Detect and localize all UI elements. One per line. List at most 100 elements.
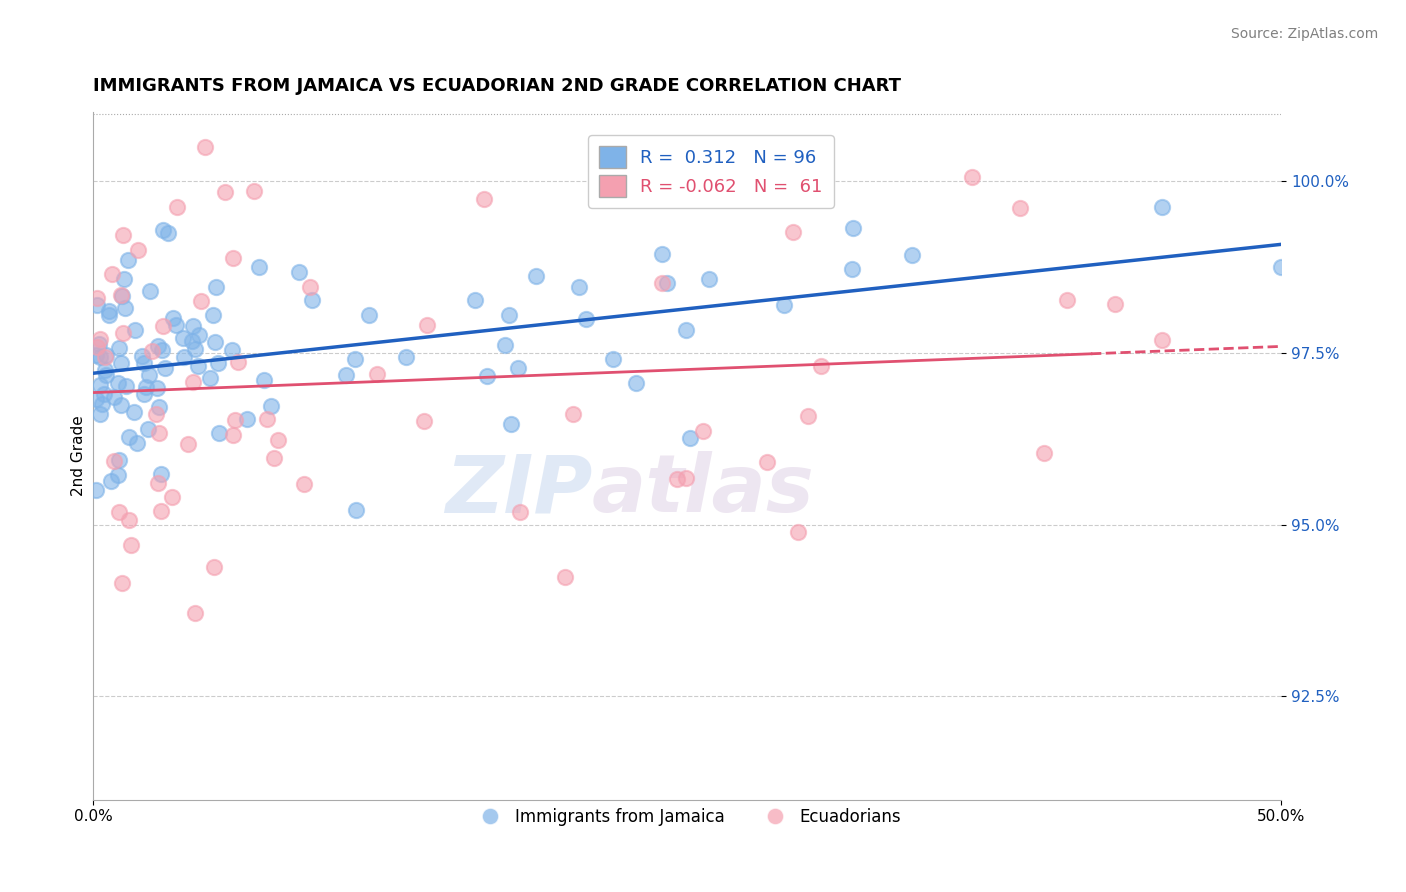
Point (145, 407, 167, 421)
Point (1056, 293, 1078, 307)
Y-axis label: 2nd Grade: 2nd Grade (72, 416, 86, 496)
Point (344, 503, 367, 517)
Point (183, 319, 205, 334)
Point (111, 289, 134, 303)
Point (187, 359, 209, 373)
Point (208, 425, 231, 440)
Point (134, 356, 156, 370)
Point (114, 301, 136, 315)
Point (100, 474, 122, 488)
Point (90, 397, 112, 411)
Point (247, 260, 270, 275)
Point (228, 355, 250, 369)
Point (120, 538, 142, 552)
Point (292, 477, 315, 491)
Point (117, 513, 139, 527)
Point (177, 437, 200, 451)
Point (117, 253, 139, 268)
Point (145, 381, 167, 395)
Point (173, 351, 195, 365)
Point (89, 332, 111, 346)
Point (108, 341, 131, 355)
Legend: Immigrants from Jamaica, Ecuadorians: Immigrants from Jamaica, Ecuadorians (467, 801, 908, 832)
Point (243, 185, 266, 199)
Point (141, 344, 163, 359)
Point (148, 426, 170, 441)
Point (201, 309, 224, 323)
Point (124, 323, 146, 337)
Point (288, 265, 311, 279)
Point (172, 331, 194, 345)
Point (499, 417, 522, 431)
Point (679, 431, 702, 445)
Point (343, 352, 366, 367)
Point (110, 399, 132, 413)
Point (149, 467, 172, 481)
Point (122, 405, 145, 419)
Point (842, 220, 865, 235)
Point (89, 377, 111, 392)
Point (153, 361, 176, 376)
Point (624, 376, 647, 390)
Point (773, 298, 796, 312)
Point (665, 472, 688, 486)
Point (134, 386, 156, 401)
Point (575, 312, 598, 326)
Point (1152, 200, 1174, 214)
Point (184, 342, 207, 356)
Point (797, 409, 820, 424)
Point (526, 268, 548, 283)
Point (94, 348, 117, 362)
Text: atlas: atlas (592, 451, 815, 529)
Point (335, 368, 357, 383)
Point (651, 247, 673, 261)
Point (475, 369, 498, 384)
Point (366, 367, 388, 381)
Point (602, 351, 624, 366)
Point (202, 560, 225, 574)
Point (207, 356, 229, 370)
Point (190, 294, 212, 309)
Point (111, 575, 134, 590)
Point (103, 453, 125, 467)
Point (901, 248, 924, 262)
Point (198, 371, 221, 385)
Point (148, 400, 170, 414)
Text: IMMIGRANTS FROM JAMAICA VS ECUADORIAN 2ND GRADE CORRELATION CHART: IMMIGRANTS FROM JAMAICA VS ECUADORIAN 2N… (93, 78, 901, 95)
Point (260, 399, 283, 413)
Point (357, 308, 380, 322)
Point (301, 293, 323, 307)
Point (84, 392, 107, 407)
Point (162, 311, 184, 326)
Point (412, 414, 434, 428)
Point (115, 379, 138, 393)
Point (108, 505, 131, 519)
Point (84, 348, 107, 362)
Point (150, 343, 173, 357)
Point (221, 343, 243, 357)
Point (204, 334, 226, 349)
Point (675, 471, 697, 485)
Point (84, 483, 107, 497)
Point (222, 251, 245, 265)
Point (152, 319, 174, 334)
Point (181, 375, 204, 389)
Point (1270, 260, 1292, 274)
Point (86, 291, 108, 305)
Point (94, 363, 117, 377)
Point (782, 225, 804, 239)
Point (494, 338, 516, 352)
Point (138, 285, 160, 299)
Point (1104, 296, 1126, 310)
Point (1152, 334, 1174, 348)
Point (101, 267, 124, 281)
Point (87, 337, 110, 351)
Point (160, 490, 183, 504)
Point (98, 308, 121, 322)
Point (125, 436, 148, 450)
Point (509, 505, 531, 519)
Point (138, 368, 160, 383)
Point (111, 228, 134, 243)
Point (152, 223, 174, 237)
Point (253, 373, 276, 387)
